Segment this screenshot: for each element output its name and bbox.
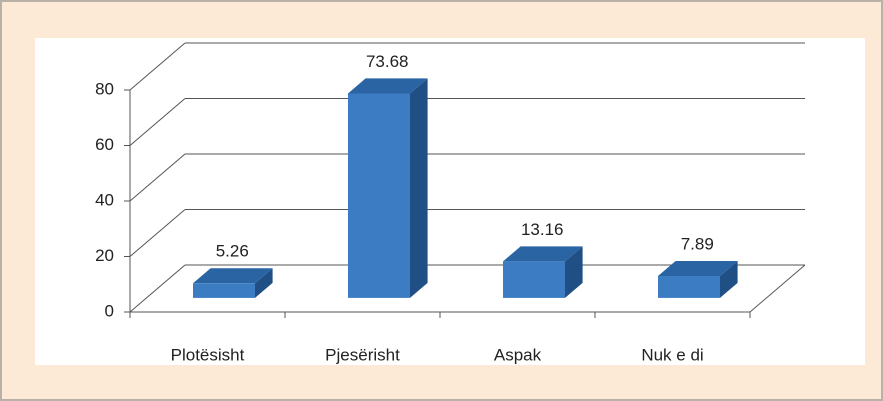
y-tick-label: 40 bbox=[95, 190, 114, 209]
bar bbox=[503, 261, 565, 298]
bar bbox=[348, 93, 410, 298]
bar-side bbox=[720, 260, 738, 298]
bar-top bbox=[658, 260, 738, 277]
x-tick-label: Nuk e di bbox=[641, 345, 703, 364]
grid-line bbox=[129, 209, 186, 257]
y-tick-label: 80 bbox=[95, 79, 114, 98]
grid-line bbox=[129, 42, 186, 91]
bar-side bbox=[410, 78, 428, 298]
bar-top bbox=[193, 268, 273, 284]
x-tick-label: Aspak bbox=[494, 345, 542, 364]
grid-line bbox=[129, 264, 186, 313]
bar-side bbox=[565, 246, 583, 298]
grid-line bbox=[129, 98, 186, 146]
bar bbox=[658, 276, 720, 298]
grid-line bbox=[129, 153, 186, 202]
bar-top bbox=[503, 246, 583, 262]
data-label: 13.16 bbox=[521, 220, 564, 239]
floor-right bbox=[749, 264, 806, 313]
data-label: 73.68 bbox=[366, 52, 409, 71]
data-label: 5.26 bbox=[216, 242, 249, 261]
data-label: 7.89 bbox=[681, 234, 714, 253]
x-tick-label: Pjesërisht bbox=[325, 345, 400, 364]
y-tick-label: 20 bbox=[95, 246, 114, 265]
y-tick-label: 0 bbox=[105, 301, 114, 320]
x-tick-label: Plotësisht bbox=[171, 345, 245, 364]
bar bbox=[193, 283, 255, 298]
bar-side bbox=[255, 268, 273, 298]
bar-top bbox=[348, 78, 428, 94]
plot-area bbox=[35, 38, 865, 365]
y-tick-label: 60 bbox=[95, 135, 114, 154]
